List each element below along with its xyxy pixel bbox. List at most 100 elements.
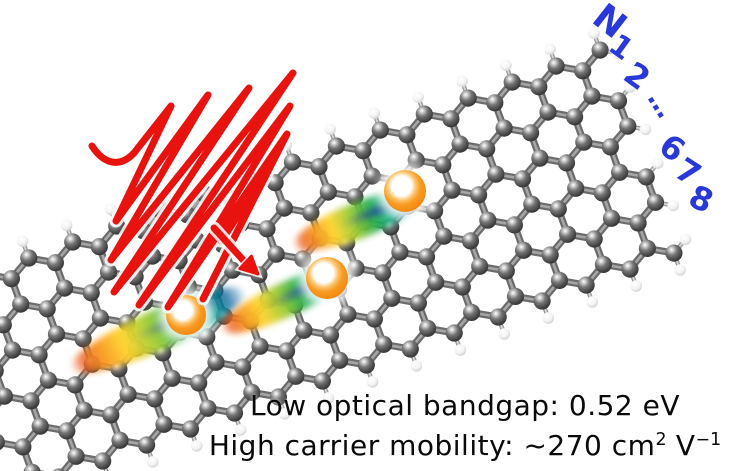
carbon-atom bbox=[489, 308, 507, 326]
carbon-atom bbox=[0, 316, 12, 334]
carbon-atom bbox=[646, 193, 665, 211]
carbon-atom bbox=[39, 371, 58, 389]
carbon-atom bbox=[442, 110, 460, 128]
carbon-atom bbox=[267, 245, 285, 263]
carbon-atom bbox=[2, 270, 20, 288]
carbon-atom bbox=[302, 204, 320, 222]
carbon-atom bbox=[67, 447, 85, 465]
carbon-atom bbox=[319, 183, 337, 201]
carbon-atom bbox=[638, 239, 657, 257]
carbon-atom bbox=[339, 305, 357, 323]
carbon-atom bbox=[94, 452, 112, 470]
carbon-atom bbox=[602, 209, 621, 227]
carbon-atom bbox=[549, 200, 567, 218]
carbon-atom bbox=[47, 325, 66, 343]
carbon-atom bbox=[64, 233, 82, 251]
carbon-atom bbox=[155, 415, 173, 433]
carbon-atom bbox=[119, 385, 137, 403]
carbon-atom bbox=[46, 254, 64, 272]
carbon-atom bbox=[443, 181, 461, 199]
carbon-atom bbox=[207, 353, 225, 371]
carbon-atom bbox=[56, 279, 74, 297]
carbon-atom bbox=[523, 195, 541, 213]
hydrogen-atom bbox=[588, 27, 600, 39]
carbon-atom bbox=[391, 243, 409, 261]
carbon-atom bbox=[225, 404, 244, 422]
carbon-atom bbox=[434, 156, 452, 174]
hydrogen-atom bbox=[60, 219, 73, 231]
carbon-atom bbox=[287, 367, 305, 385]
carbon-atom bbox=[574, 62, 592, 80]
carbon-atom bbox=[90, 238, 108, 256]
hydrogen-atom bbox=[190, 440, 203, 452]
hydrogen-atom bbox=[639, 123, 652, 136]
carbon-atom bbox=[591, 41, 609, 59]
carbon-atom bbox=[99, 263, 118, 281]
carbon-atom bbox=[505, 216, 523, 234]
carbon-atom bbox=[601, 138, 620, 156]
carbon-atom bbox=[471, 257, 489, 275]
arrow-down-right-icon bbox=[207, 221, 263, 279]
carbon-atom bbox=[111, 431, 129, 449]
carbon-atom bbox=[451, 135, 469, 153]
carbon-atom bbox=[365, 310, 383, 328]
carbon-atom bbox=[313, 372, 331, 390]
carbon-atom bbox=[363, 167, 381, 185]
carbon-atom bbox=[58, 422, 76, 440]
carbon-atom bbox=[20, 249, 38, 267]
carbon-atom bbox=[91, 309, 109, 327]
carbon-atom bbox=[199, 399, 217, 417]
carbon-atom bbox=[269, 388, 287, 406]
carbon-atom bbox=[619, 117, 637, 135]
carbon-atom bbox=[138, 436, 156, 454]
carbon-atom bbox=[566, 108, 584, 126]
carbon-atom bbox=[401, 340, 419, 358]
carbon-atom bbox=[357, 356, 375, 374]
hydrogen-atom bbox=[630, 280, 642, 292]
carbon-atom bbox=[539, 103, 557, 121]
carbon-atom bbox=[22, 392, 40, 410]
hydrogen-atom bbox=[147, 456, 159, 468]
carbon-atom bbox=[445, 324, 463, 342]
carbon-atom bbox=[0, 434, 5, 450]
mobility-text: High carrier mobility: ~270 cm bbox=[208, 429, 656, 462]
carbon-atom bbox=[181, 420, 200, 438]
carbon-atom bbox=[278, 342, 296, 360]
hydrogen-atom bbox=[368, 107, 381, 119]
caption-line-bandgap: Low optical bandgap: 0.52 eV bbox=[249, 389, 681, 422]
carbon-atom bbox=[530, 78, 548, 96]
exciton-ball-icon bbox=[306, 257, 348, 299]
carbon-atom bbox=[331, 351, 349, 369]
carbon-atom bbox=[0, 363, 4, 378]
carbon-atom bbox=[321, 326, 340, 344]
carbon-atom bbox=[478, 140, 496, 158]
hydrogen-atom bbox=[278, 408, 291, 420]
hydrogen-atom bbox=[674, 264, 686, 276]
carbon-atom bbox=[102, 406, 120, 424]
carbon-atom bbox=[609, 92, 628, 110]
carbon-atom bbox=[522, 124, 540, 142]
carbon-atom bbox=[251, 337, 269, 355]
carbon-atom bbox=[74, 330, 92, 348]
carbon-atom bbox=[371, 121, 389, 139]
carbon-atom bbox=[541, 246, 559, 264]
carbon-atom bbox=[487, 165, 505, 183]
carbon-atom bbox=[415, 105, 433, 123]
carbon-atom bbox=[3, 341, 22, 359]
carbon-atom bbox=[567, 179, 585, 197]
hydrogen-atom bbox=[456, 75, 468, 87]
carbon-atom bbox=[593, 184, 611, 202]
carbon-atom bbox=[611, 163, 629, 181]
carbon-atom bbox=[585, 230, 603, 248]
carbon-atom bbox=[427, 273, 445, 291]
carbon-atom bbox=[435, 227, 453, 245]
carbon-atom bbox=[243, 383, 261, 401]
carbon-atom bbox=[503, 73, 521, 91]
carbon-atom bbox=[163, 369, 181, 387]
carbon-atom bbox=[533, 292, 551, 310]
carbon-atom bbox=[14, 438, 32, 456]
carbon-atom bbox=[637, 168, 655, 186]
hydrogen-atom bbox=[586, 296, 598, 308]
carbon-atom bbox=[409, 294, 427, 312]
